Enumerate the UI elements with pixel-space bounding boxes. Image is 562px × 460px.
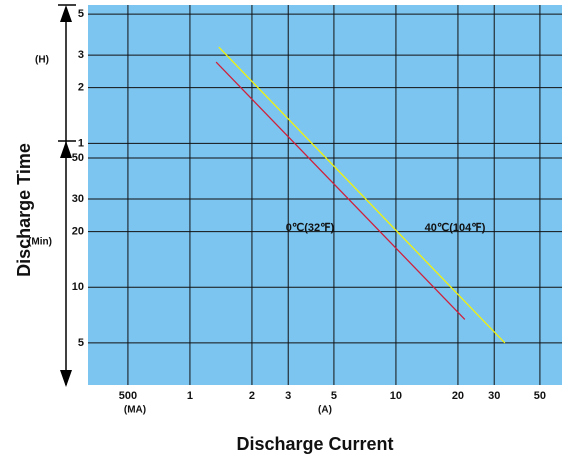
annotation: (H) bbox=[35, 55, 49, 66]
annotation: (Min) bbox=[28, 237, 52, 248]
x-tick-label: 20 bbox=[452, 390, 464, 402]
x-tick-label: 30 bbox=[488, 390, 500, 402]
series-label: 40℃(104℉) bbox=[425, 222, 486, 234]
y-tick-label: 10 bbox=[72, 281, 84, 293]
y-tick-label: 50 bbox=[72, 152, 84, 164]
x-tick-label: 500 bbox=[119, 390, 137, 402]
x-tick-label: 2 bbox=[249, 390, 255, 402]
y-tick-label: 30 bbox=[72, 193, 84, 205]
series-label: 0℃(32℉) bbox=[286, 222, 335, 234]
y-tick-label: 5 bbox=[78, 337, 84, 349]
series-line bbox=[218, 46, 506, 344]
x-tick-label: 3 bbox=[285, 390, 291, 402]
y-tick-label: 1 bbox=[78, 137, 84, 149]
x-tick-label: 5 bbox=[331, 390, 337, 402]
annotation: (A) bbox=[318, 405, 332, 416]
plot-area bbox=[88, 5, 562, 385]
x-axis-label: Discharge Current bbox=[236, 434, 393, 454]
y-axis-label: Discharge Time bbox=[14, 143, 34, 277]
x-tick-label: 1 bbox=[187, 390, 193, 402]
y-tick-label: 3 bbox=[78, 49, 84, 61]
y-tick-label: 20 bbox=[72, 225, 84, 237]
x-tick-label: 50 bbox=[534, 390, 546, 402]
y-tick-label: 2 bbox=[78, 82, 84, 94]
series-line bbox=[215, 61, 466, 320]
annotation: (MA) bbox=[124, 405, 146, 416]
y-tick-label: 5 bbox=[78, 8, 84, 20]
x-tick-label: 10 bbox=[390, 390, 402, 402]
